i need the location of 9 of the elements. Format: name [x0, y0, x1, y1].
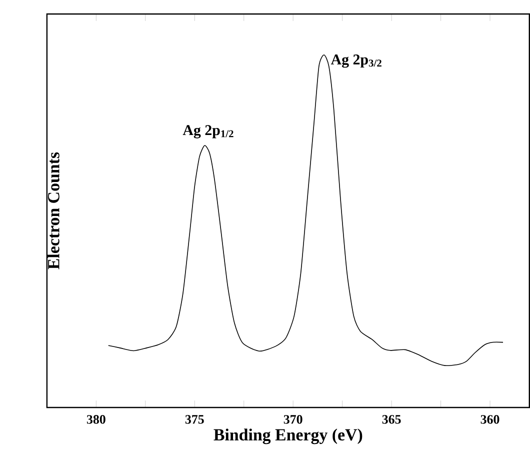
y-axis-title: Electron Counts	[47, 152, 60, 270]
x-tick-label: 360	[480, 414, 500, 424]
x-tick-label: 375	[185, 414, 204, 424]
annotation: Ag 2p$_{3/2}$	[330, 54, 382, 68]
x-tick-label: 370	[284, 414, 302, 424]
x-tick-label: 365	[382, 414, 401, 424]
x-tick-label: 380	[86, 414, 106, 424]
x-axis-title: Binding Energy (eV)	[214, 428, 362, 444]
annotation: Ag 2p$_{1/2}$	[182, 124, 234, 138]
